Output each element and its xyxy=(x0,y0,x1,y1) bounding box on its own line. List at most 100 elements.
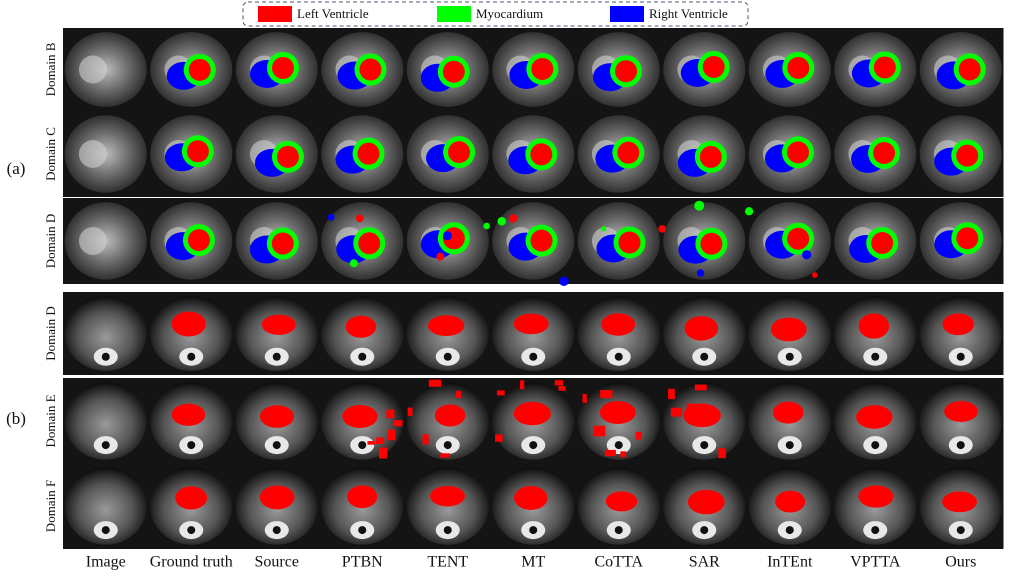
column-label: SAR xyxy=(689,554,720,571)
image-tile xyxy=(661,292,747,375)
seg-noise xyxy=(349,259,358,268)
column-label: Ground truth xyxy=(150,554,233,571)
image-tile xyxy=(319,292,405,375)
image-tile xyxy=(319,463,405,549)
image-tile xyxy=(63,28,149,111)
seg-lv xyxy=(787,227,810,250)
image-tile xyxy=(658,198,747,284)
row-label: Domain E xyxy=(43,394,58,447)
seg-prostate xyxy=(858,313,890,339)
tile-structure xyxy=(785,352,794,361)
tile-structure xyxy=(614,352,623,361)
seg-prostate xyxy=(342,405,378,429)
seg-lv xyxy=(699,145,722,168)
image-tile xyxy=(918,28,1004,111)
seg-noise xyxy=(456,390,462,399)
column-label: PTBN xyxy=(342,554,383,571)
seg-prostate xyxy=(259,405,295,428)
seg-lv xyxy=(531,57,554,80)
seg-noise xyxy=(802,250,812,260)
seg-prostate xyxy=(601,313,636,336)
image-tile xyxy=(918,111,1004,197)
image-tile xyxy=(490,111,576,197)
tile-structure xyxy=(956,526,965,535)
seg-noise xyxy=(442,231,452,241)
seg-noise xyxy=(327,213,335,221)
image-tile xyxy=(832,198,918,284)
seg-lv xyxy=(358,232,381,255)
image-tile xyxy=(918,198,1004,284)
seg-prostate xyxy=(175,486,208,510)
seg-prostate xyxy=(347,485,378,509)
seg-lv xyxy=(787,56,810,79)
image-tile xyxy=(63,463,149,549)
tile-structure xyxy=(78,55,107,84)
tile-structure xyxy=(443,441,452,450)
image-tile xyxy=(747,111,833,197)
image-tile xyxy=(744,198,833,284)
seg-noise xyxy=(496,390,505,396)
tile-structure xyxy=(700,526,709,535)
seg-lv xyxy=(271,56,294,79)
image-tile xyxy=(63,378,149,464)
seg-noise xyxy=(582,393,587,403)
image-tile xyxy=(576,378,662,464)
seg-prostate xyxy=(171,311,206,337)
seg-prostate xyxy=(513,313,549,335)
seg-lv xyxy=(615,60,638,83)
seg-noise xyxy=(744,207,754,216)
tile-structure xyxy=(187,441,196,450)
seg-noise xyxy=(495,434,503,442)
seg-lv xyxy=(276,145,299,168)
image-tile xyxy=(832,28,918,111)
seg-prostate xyxy=(605,491,638,512)
image-tile xyxy=(148,378,234,464)
image-tile xyxy=(148,198,234,284)
seg-lv xyxy=(188,58,211,81)
image-tile xyxy=(747,378,833,464)
seg-noise xyxy=(428,379,442,387)
image-tile xyxy=(576,111,662,197)
image-tile xyxy=(576,28,662,111)
image-tile xyxy=(661,111,747,197)
tile-structure xyxy=(272,441,281,450)
image-tile xyxy=(319,378,405,464)
seg-noise xyxy=(718,448,726,459)
seg-noise xyxy=(812,272,818,278)
seg-lv xyxy=(359,58,382,81)
image-tile xyxy=(490,292,576,375)
section-label: (a) xyxy=(7,159,26,178)
image-tile xyxy=(661,463,747,549)
image-tile xyxy=(576,292,662,375)
seg-lv xyxy=(530,229,553,252)
seg-noise xyxy=(436,252,445,261)
seg-lv xyxy=(956,144,979,167)
seg-noise xyxy=(668,388,675,400)
seg-noise xyxy=(407,407,413,416)
tile-structure xyxy=(529,352,538,361)
seg-prostate xyxy=(856,405,893,429)
seg-lv xyxy=(448,141,471,164)
image-tile xyxy=(319,198,405,284)
tile-anatomy xyxy=(64,467,147,545)
seg-lv xyxy=(871,231,894,254)
image-tile xyxy=(918,463,1004,549)
tile-structure xyxy=(443,526,452,535)
seg-noise xyxy=(450,408,462,413)
tile-structure xyxy=(956,441,965,450)
image-tile xyxy=(148,463,234,549)
seg-noise xyxy=(483,222,490,230)
seg-noise xyxy=(694,200,705,211)
image-tile xyxy=(490,463,576,549)
legend-label: Right Ventricle xyxy=(649,6,728,21)
seg-noise xyxy=(620,451,627,458)
tile-structure xyxy=(358,441,367,450)
column-label: InTEnt xyxy=(767,554,813,571)
image-tile xyxy=(747,292,833,375)
seg-noise xyxy=(520,416,528,420)
image-tile xyxy=(576,198,662,284)
seg-lv xyxy=(530,143,553,166)
tile-structure xyxy=(529,526,538,535)
